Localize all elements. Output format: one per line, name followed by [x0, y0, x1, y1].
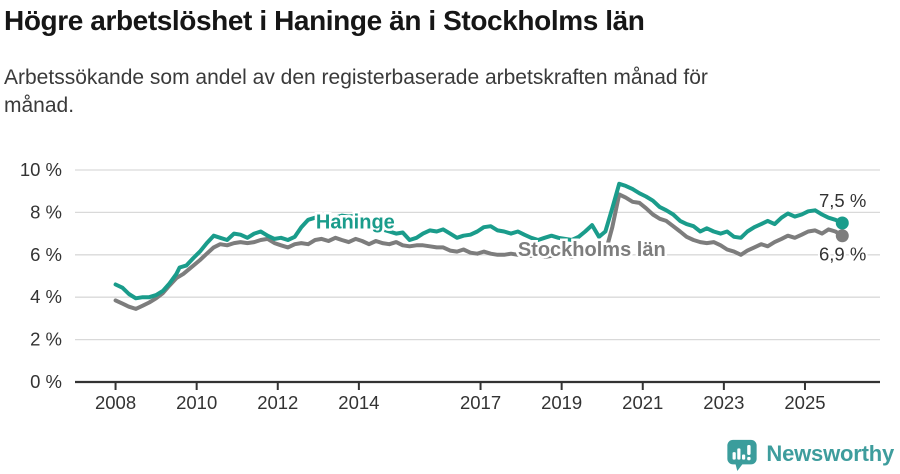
y-tick-label: 8 %: [30, 201, 62, 222]
subtitle-line-2: månad.: [4, 94, 75, 117]
series-label-stockholms-lan: Stockholms län: [518, 239, 666, 261]
subtitle-line-1: Arbetssökande som andel av den registerb…: [4, 66, 708, 89]
series-end-dot-haninge: [835, 216, 849, 230]
series-label-haninge: Haninge: [316, 211, 395, 233]
y-tick-label: 10 %: [20, 159, 62, 180]
page-title: Högre arbetslöshet i Haninge än i Stockh…: [4, 5, 645, 36]
page-subtitle: Arbetssökande som andel av den registerb…: [4, 64, 708, 120]
series-line-haninge: [113, 181, 845, 301]
x-tick-label: 2008: [95, 392, 136, 413]
newsworthy-bubble-chart-icon: [727, 439, 758, 471]
series-end-value-stockholms-lan: 6,9 %: [819, 244, 866, 265]
newsworthy-logo: Newsworthy: [725, 437, 894, 471]
series-line-stockholms-lan: [113, 192, 845, 311]
x-tick-label: 2017: [460, 392, 501, 413]
x-tick-label: 2012: [257, 392, 298, 413]
x-tick-label: 2014: [338, 392, 379, 413]
x-tick-label: 2019: [541, 392, 582, 413]
y-tick-label: 2 %: [30, 329, 62, 350]
x-tick-label: 2010: [176, 392, 217, 413]
y-tick-label: 4 %: [30, 286, 62, 307]
x-tick-label: 2025: [784, 392, 825, 413]
series-end-dot-stockholms-lan: [835, 229, 849, 243]
y-tick-label: 0 %: [30, 371, 62, 392]
y-tick-label: 6 %: [30, 244, 62, 265]
x-tick-label: 2021: [622, 392, 663, 413]
newsworthy-logo-text: Newsworthy: [766, 441, 894, 466]
series-end-value-haninge: 7,5 %: [819, 190, 866, 211]
x-tick-label: 2023: [703, 392, 744, 413]
